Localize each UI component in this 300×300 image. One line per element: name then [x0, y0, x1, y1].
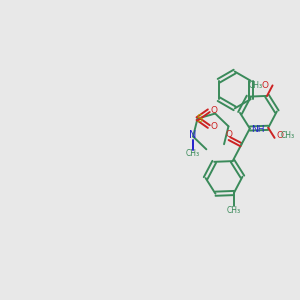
Text: CH₃: CH₃: [227, 206, 241, 215]
Text: CH₃: CH₃: [280, 131, 294, 140]
Text: CH₃: CH₃: [248, 81, 262, 90]
Text: CH₃: CH₃: [186, 149, 200, 158]
Text: O: O: [226, 130, 233, 139]
Text: N: N: [189, 130, 197, 140]
Text: S: S: [197, 114, 203, 124]
Text: O: O: [276, 131, 283, 140]
Text: O: O: [211, 106, 218, 115]
Text: O: O: [262, 81, 268, 90]
Text: NH: NH: [251, 124, 265, 134]
Text: O: O: [211, 122, 218, 131]
